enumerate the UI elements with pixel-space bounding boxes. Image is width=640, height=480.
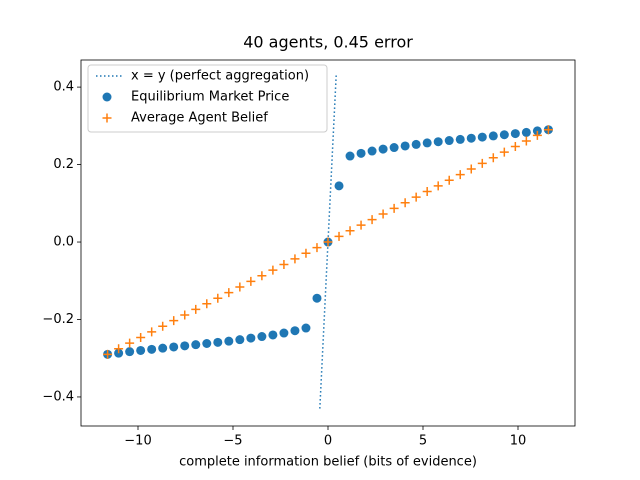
point	[367, 215, 377, 225]
point	[279, 259, 289, 269]
point	[466, 164, 476, 174]
point	[433, 137, 443, 147]
point	[521, 136, 531, 146]
point	[422, 138, 432, 148]
point	[532, 130, 542, 140]
point	[290, 254, 300, 264]
point	[147, 327, 157, 337]
point	[510, 142, 520, 152]
point	[521, 127, 531, 137]
point	[378, 144, 388, 154]
point	[191, 340, 201, 350]
point	[180, 310, 190, 320]
point	[455, 134, 465, 144]
point	[235, 282, 245, 292]
point	[334, 181, 344, 191]
point	[378, 209, 388, 219]
point	[114, 344, 124, 354]
y-tick-label: 0.0	[53, 235, 74, 250]
y-tick-label: −0.2	[42, 312, 74, 327]
point	[301, 248, 311, 258]
point	[103, 349, 113, 359]
point	[422, 186, 432, 196]
x-tick-label: 0	[324, 434, 332, 449]
legend-label: Equilibrium Market Price	[131, 90, 289, 105]
point	[400, 141, 410, 151]
y-tick-label: −0.4	[42, 389, 74, 404]
point	[202, 299, 212, 309]
point	[334, 231, 344, 241]
point	[510, 129, 520, 139]
point	[433, 181, 443, 191]
point	[169, 316, 179, 326]
point	[389, 143, 399, 153]
point	[158, 321, 168, 331]
point	[356, 220, 366, 230]
y-tick-label: 0.2	[53, 157, 74, 172]
point	[488, 153, 498, 163]
point	[345, 151, 355, 161]
point	[411, 192, 421, 202]
point	[235, 335, 245, 345]
point	[136, 333, 146, 343]
point	[268, 330, 278, 340]
point	[125, 338, 135, 348]
point	[411, 139, 421, 149]
point	[246, 276, 256, 286]
point	[224, 336, 234, 346]
point	[147, 344, 157, 354]
x-tick-label: 5	[419, 434, 427, 449]
point	[268, 265, 278, 275]
x-tick-label: −10	[124, 434, 151, 449]
point	[367, 146, 377, 156]
y-tick-label: 0.4	[53, 80, 74, 95]
chart-title: 40 agents, 0.45 error	[243, 33, 413, 52]
point	[389, 203, 399, 213]
legend-marker	[102, 113, 112, 123]
point	[279, 328, 289, 338]
point	[202, 339, 212, 349]
legend-box	[87, 64, 328, 133]
x-tick-label: 10	[510, 434, 527, 449]
point	[312, 293, 322, 303]
point	[455, 170, 465, 180]
point	[213, 293, 223, 303]
x-axis-label: complete information belief (bits of evi…	[179, 455, 477, 470]
point	[246, 333, 256, 343]
point	[466, 133, 476, 143]
point	[257, 332, 267, 342]
point	[499, 147, 509, 157]
point	[499, 130, 509, 140]
point	[169, 342, 179, 352]
point	[213, 337, 223, 347]
point	[136, 345, 146, 355]
point	[257, 271, 267, 281]
point	[158, 343, 168, 353]
point	[477, 132, 487, 142]
point	[444, 175, 454, 185]
point	[543, 125, 553, 135]
legend-label: Average Agent Belief	[131, 111, 268, 126]
point	[400, 198, 410, 208]
point	[345, 226, 355, 236]
legend-marker	[102, 92, 112, 102]
point	[323, 237, 333, 247]
point	[312, 243, 322, 253]
point	[191, 304, 201, 314]
point	[488, 131, 498, 141]
x-tick-label: −5	[223, 434, 242, 449]
legend-label: x = y (perfect aggregation)	[131, 69, 309, 84]
point	[125, 347, 135, 357]
point	[180, 341, 190, 351]
point	[356, 148, 366, 158]
point	[301, 323, 311, 333]
point	[477, 158, 487, 168]
point	[224, 288, 234, 298]
point	[444, 136, 454, 146]
plot-frame	[80, 59, 576, 427]
point	[290, 326, 300, 336]
